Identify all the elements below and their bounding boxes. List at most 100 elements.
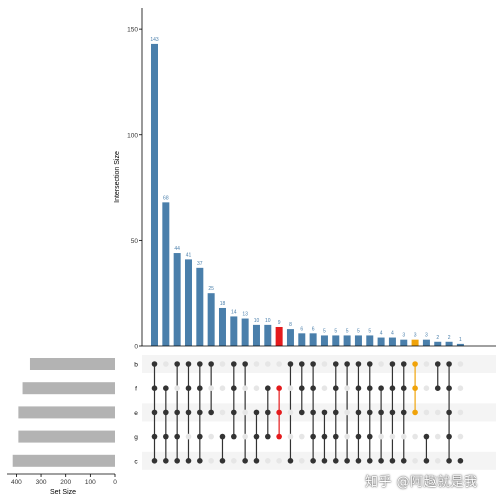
intersection-bar [434, 341, 442, 346]
intersection-bar [241, 318, 249, 346]
matrix-dot-on [197, 458, 203, 464]
matrix-dot-off [298, 458, 305, 464]
matrix-dot-on [265, 385, 271, 392]
intersection-value-label: 143 [150, 37, 159, 43]
matrix-dot-on [242, 458, 248, 464]
intersection-value-label: 6 [312, 326, 315, 332]
intersection-value-label: 3 [425, 333, 428, 339]
matrix-dot-on [276, 433, 282, 440]
matrix-dot-on [389, 458, 396, 464]
matrix-dot-on [423, 433, 430, 440]
matrix-dot-on [378, 385, 384, 392]
intersection-matrix [151, 361, 464, 464]
matrix-dot-on [253, 409, 260, 416]
matrix-dot-off [344, 433, 350, 440]
matrix-dot-off [253, 385, 260, 392]
matrix-stripe [142, 451, 496, 470]
matrix-dot-on [389, 361, 396, 367]
matrix-dot-off [423, 385, 430, 392]
intersection-value-label: 10 [265, 318, 271, 324]
matrix-dot-off [287, 409, 294, 416]
matrix-dot-on [310, 385, 316, 392]
matrix-dot-off [389, 433, 396, 440]
matrix-dot-on [366, 385, 373, 392]
intersection-value-label: 1 [459, 337, 462, 343]
matrix-dot-on [185, 458, 192, 464]
matrix-dot-on [355, 458, 362, 464]
matrix-dot-on [423, 458, 430, 464]
intersection-value-label: 25 [208, 286, 214, 292]
set-size-bars [12, 358, 116, 467]
set-size-tick-label: 300 [36, 479, 47, 486]
intersection-bar [218, 307, 226, 346]
intersection-value-label: 13 [242, 312, 248, 318]
matrix-dot-on [355, 385, 362, 392]
matrix-dot-on [378, 409, 384, 416]
matrix-dot-on [321, 458, 328, 464]
matrix-dot-off [457, 409, 464, 416]
matrix-dot-off [434, 433, 441, 440]
matrix-dot-on [457, 458, 464, 464]
matrix-dot-on [366, 409, 373, 416]
matrix-dot-off [163, 361, 169, 367]
intersection-value-label: 9 [278, 320, 281, 326]
set-name-label: g [134, 434, 138, 441]
intersection-bar [366, 335, 374, 346]
set-size-tick-label: 400 [11, 479, 22, 486]
matrix-dot-off [287, 433, 294, 440]
matrix-dot-off [219, 409, 226, 416]
intersection-bar [388, 337, 396, 346]
intersection-bar [400, 339, 408, 346]
set-name-label: c [134, 458, 138, 465]
intersection-bar [207, 293, 215, 346]
matrix-dot-on [174, 433, 180, 440]
matrix-dot-on [287, 458, 294, 464]
intersection-bar [343, 335, 351, 346]
matrix-dot-on [174, 458, 180, 464]
intersection-bar [162, 202, 170, 346]
set-size-tick-label: 200 [60, 479, 71, 486]
matrix-dot-on [446, 458, 452, 464]
matrix-dot-off [208, 458, 214, 464]
intersection-value-label: 6 [300, 326, 303, 332]
matrix-dot-off [242, 385, 248, 392]
matrix-dot-on [332, 385, 339, 392]
matrix-dot-on [276, 409, 282, 416]
intersection-value-label: 2 [436, 335, 439, 341]
matrix-dot-on [231, 385, 237, 392]
intersection-bar [173, 253, 181, 346]
matrix-dot-on [310, 433, 316, 440]
matrix-dot-off [321, 385, 328, 392]
matrix-dot-on [185, 361, 192, 367]
set-size-tick-label: 100 [85, 479, 96, 486]
matrix-dot-off [344, 385, 350, 392]
matrix-dot-on [321, 409, 328, 416]
matrix-dot-on [332, 433, 339, 440]
matrix-dot-on [219, 433, 226, 440]
intersection-bar [332, 335, 340, 346]
matrix-dot-off [412, 433, 418, 440]
matrix-dot-off [276, 361, 282, 367]
matrix-dot-on [197, 361, 203, 367]
matrix-dot-on [434, 385, 441, 392]
matrix-dot-off [287, 385, 294, 392]
matrix-dot-off [242, 433, 248, 440]
intersection-bar [354, 335, 362, 346]
matrix-dot-on [151, 433, 158, 440]
matrix-dot-off [423, 361, 430, 367]
matrix-dot-on [310, 361, 316, 367]
matrix-dot-on [219, 458, 226, 464]
intersection-bar [286, 329, 294, 346]
matrix-dot-off [185, 433, 192, 440]
matrix-dot-on [197, 433, 203, 440]
intersection-value-label: 14 [231, 309, 237, 315]
matrix-dot-on [400, 458, 407, 464]
matrix-dot-off [457, 433, 464, 440]
matrix-stripe [142, 355, 496, 373]
matrix-dot-on [446, 409, 452, 416]
matrix-dot-off [265, 458, 271, 464]
intersection-value-label: 44 [174, 246, 180, 252]
matrix-dot-on [321, 433, 328, 440]
intersection-bar [184, 259, 192, 346]
matrix-dot-on [412, 361, 418, 367]
